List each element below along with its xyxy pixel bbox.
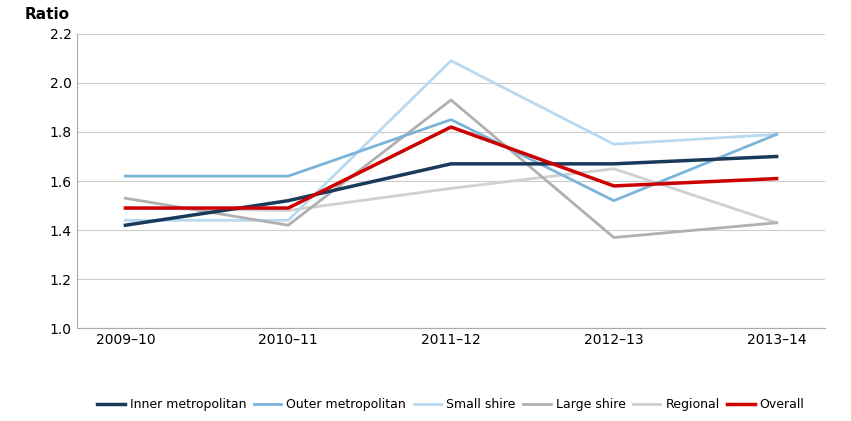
Text: Ratio: Ratio — [24, 7, 69, 22]
Legend: Inner metropolitan, Outer metropolitan, Small shire, Large shire, Regional, Over: Inner metropolitan, Outer metropolitan, … — [93, 394, 809, 416]
